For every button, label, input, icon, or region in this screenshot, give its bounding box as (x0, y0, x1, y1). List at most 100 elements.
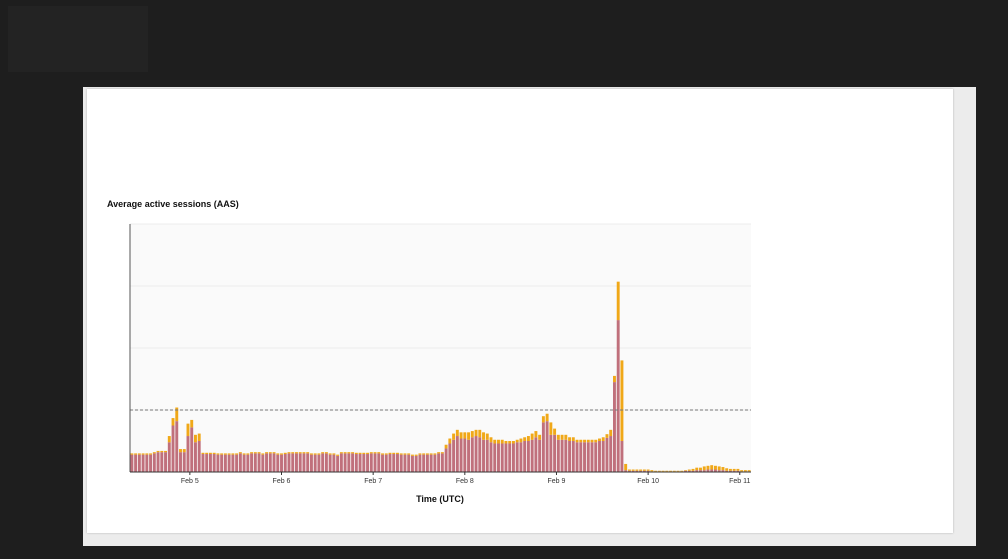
bar-series2 (728, 468, 732, 471)
bar-series1 (392, 454, 396, 472)
bar-series1 (339, 453, 343, 472)
top-dark-block (8, 6, 148, 72)
bar-series2 (220, 453, 224, 455)
bar-series2 (212, 452, 216, 455)
bar-series2 (482, 432, 485, 440)
bar-series1 (695, 470, 699, 472)
bar-series1 (291, 453, 295, 472)
bar-series1 (280, 454, 283, 472)
bar-series1 (534, 437, 538, 472)
bar-series2 (631, 469, 635, 471)
bar-series2 (654, 470, 658, 472)
bar-series1 (295, 453, 298, 472)
bar-series1 (500, 443, 504, 472)
bar-series1 (538, 439, 542, 472)
bar-series2 (141, 453, 145, 455)
bar-series2 (208, 452, 212, 455)
bar-series1 (137, 454, 141, 472)
bar-series1 (717, 470, 721, 472)
bar-series1 (197, 441, 201, 472)
bar-series1 (369, 453, 373, 472)
bar-series1 (541, 422, 545, 472)
bar-series2 (272, 452, 276, 454)
bar-series2 (137, 453, 141, 455)
bar-series1 (564, 439, 568, 472)
bar-series1 (646, 470, 650, 472)
bar-series1 (429, 454, 433, 472)
bar-series2 (369, 452, 373, 454)
x-tick-label: Feb 8 (455, 478, 474, 485)
bar-series1 (403, 454, 407, 472)
bar-series2 (242, 453, 246, 455)
bar-series2 (280, 453, 283, 455)
bar-series2 (747, 470, 751, 472)
bar-series2 (455, 429, 459, 437)
bar-series2 (287, 452, 291, 454)
bar-series1 (590, 442, 594, 472)
bar-series2 (538, 434, 542, 440)
bar-series2 (523, 437, 527, 441)
bar-series2 (571, 437, 575, 441)
bar-series1 (530, 439, 534, 472)
bar-series2 (743, 470, 747, 472)
bar-series1 (272, 453, 276, 472)
bar-series2 (373, 452, 377, 454)
bar-series2 (669, 470, 673, 472)
bar-series2 (444, 444, 448, 449)
bar-series1 (149, 454, 153, 472)
bar-series2 (568, 437, 572, 441)
bar-series1 (384, 454, 388, 472)
bar-series2 (665, 470, 669, 472)
bar-series1 (455, 436, 459, 472)
bar-series1 (201, 454, 205, 472)
bar-series2 (717, 466, 721, 471)
bar-series1 (410, 455, 414, 472)
bar-series1 (627, 470, 631, 472)
bar-series1 (549, 434, 553, 472)
bar-series1 (553, 434, 557, 472)
bar-series1 (725, 470, 729, 472)
bar-series2 (265, 452, 269, 454)
bar-series1 (721, 470, 725, 472)
bar-series2 (553, 428, 557, 435)
bar-series1 (609, 436, 613, 472)
bar-series2 (276, 453, 280, 455)
bar-series2 (182, 449, 186, 453)
bar-series1 (250, 453, 254, 472)
x-tick-marks (189, 472, 741, 475)
bar-series2 (433, 453, 437, 455)
bar-series2 (627, 469, 631, 471)
bar-series1 (478, 437, 482, 472)
bar-series2 (216, 453, 220, 455)
bar-series1 (710, 469, 714, 472)
bar-series1 (287, 453, 291, 472)
bar-series1 (452, 439, 456, 472)
bar-series2 (497, 439, 500, 444)
bar-series2 (410, 454, 414, 456)
bar-series2 (145, 453, 149, 455)
bar-series2 (190, 419, 194, 428)
bar-series2 (695, 467, 699, 471)
bar-series1 (377, 453, 381, 472)
bar-series2 (201, 452, 205, 455)
bar-series1 (508, 443, 512, 472)
bar-series (130, 281, 751, 472)
bar-series2 (493, 439, 497, 444)
bar-series1 (186, 436, 190, 472)
bar-series2 (197, 433, 201, 441)
bar-series1 (437, 453, 441, 472)
bar-series2 (598, 438, 601, 441)
bar-series2 (339, 452, 343, 454)
bar-series1 (635, 470, 639, 472)
bar-series1 (556, 439, 560, 472)
bar-series2 (171, 418, 175, 426)
bar-series2 (534, 431, 538, 438)
x-axis-label: Time (UTC) (416, 494, 464, 504)
bar-series1 (182, 452, 186, 472)
bar-series2 (579, 439, 583, 443)
bar-series2 (642, 469, 646, 471)
bar-series1 (545, 421, 549, 472)
bar-series1 (164, 452, 167, 472)
bar-series2 (347, 452, 351, 454)
bar-series2 (504, 441, 508, 444)
